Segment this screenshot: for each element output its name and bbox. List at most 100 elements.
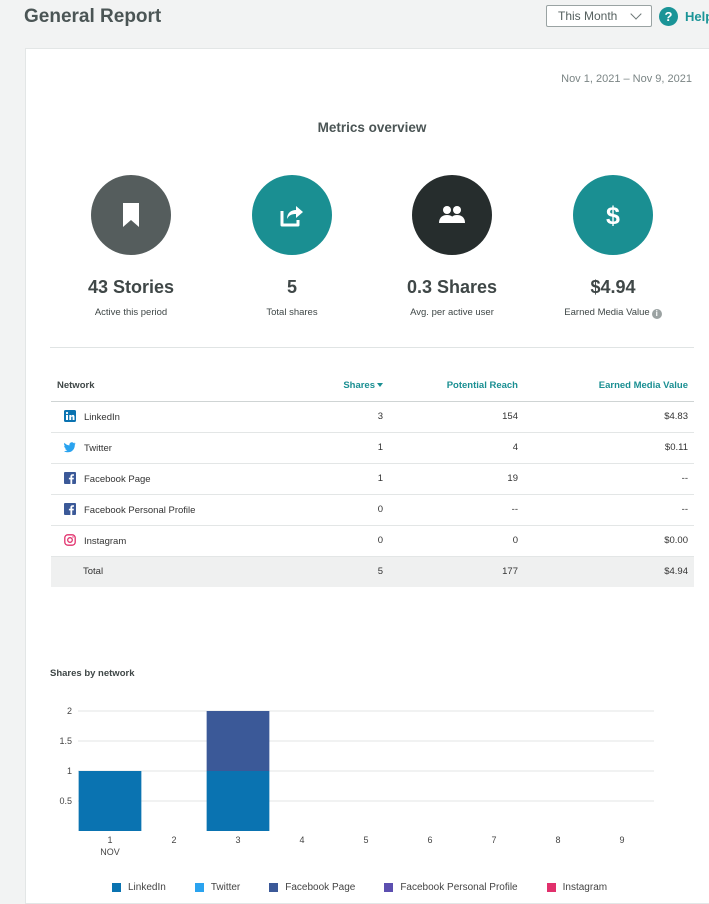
- svg-text:$: $: [606, 202, 620, 229]
- bar-facebook-page: [206, 711, 270, 771]
- network-name: Instagram: [84, 536, 127, 547]
- legend-item[interactable]: Facebook Personal Profile: [384, 882, 518, 893]
- metric-emv-label-row: Earned Media Value i: [533, 307, 693, 319]
- emv-cell: $4.83: [524, 401, 694, 433]
- date-range: Nov 1, 2021 – Nov 9, 2021: [561, 73, 692, 85]
- x-tick-label: 5: [363, 835, 368, 845]
- divider: [50, 347, 694, 348]
- x-tick-label: 7: [491, 835, 496, 845]
- facebook-icon: [64, 503, 76, 515]
- metric-stories: 43 Stories Active this period: [51, 175, 211, 318]
- shares-by-network-chart: 0.5 1 1.5 2 1 2 3 4 5 6 7 8 9 NOV: [59, 706, 654, 857]
- column-header-reach[interactable]: Potential Reach: [389, 371, 524, 402]
- legend-label: Twitter: [210, 882, 241, 893]
- bar-linkedin: [78, 771, 142, 831]
- chart-title: Shares by network: [50, 668, 135, 679]
- metric-stories-value: 43 Stories: [87, 277, 175, 297]
- shares-cell: 1: [301, 463, 389, 495]
- network-cell: Facebook Personal Profile: [51, 494, 301, 526]
- legend-item[interactable]: Twitter: [194, 882, 241, 893]
- table-row: LinkedIn 3 154 $4.83: [51, 401, 694, 433]
- reach-cell: 19: [389, 463, 524, 495]
- linkedin-icon: [64, 410, 76, 422]
- total-row: Total 5 177 $4.94: [51, 556, 694, 587]
- shares-cell: 1: [301, 432, 389, 464]
- emv-cell: $0.11: [524, 432, 694, 464]
- total-label: Total: [51, 556, 301, 587]
- table-row: Facebook Personal Profile 0 -- --: [51, 494, 694, 526]
- emv-cell: $0.00: [524, 525, 694, 557]
- metric-emv-value: $4.94: [590, 277, 636, 297]
- legend-item[interactable]: Instagram: [546, 882, 607, 893]
- metric-shares-circle: [252, 175, 332, 255]
- network-name: Facebook Personal Profile: [84, 505, 196, 516]
- network-name: Twitter: [84, 443, 112, 454]
- x-tick-label: 9: [619, 835, 624, 845]
- legend-label: Facebook Page: [285, 882, 356, 893]
- network-name: Facebook Page: [84, 474, 151, 485]
- total-shares: 5: [301, 556, 389, 587]
- report-card: Nov 1, 2021 – Nov 9, 2021 Metrics overvi…: [25, 48, 709, 904]
- dollar-icon: $: [606, 202, 620, 229]
- help-link[interactable]: ? Help: [659, 7, 709, 26]
- x-tick-label: 1: [107, 835, 112, 845]
- y-tick-label: 1: [67, 766, 72, 776]
- metric-stories-label: Active this period: [94, 307, 168, 318]
- shares-cell: 0: [301, 525, 389, 557]
- metric-emv: $ $4.94 Earned Media Value i: [533, 175, 693, 319]
- legend-label: LinkedIn: [128, 882, 166, 893]
- legend-swatch: [269, 883, 279, 892]
- metric-shares-label: Total shares: [266, 307, 318, 318]
- period-select-value: This Month: [558, 9, 618, 23]
- legend-swatch: [384, 883, 394, 892]
- twitter-icon: [64, 442, 76, 453]
- legend-swatch: [194, 883, 204, 892]
- period-select[interactable]: This Month: [546, 5, 652, 27]
- share-icon: [280, 206, 303, 227]
- column-header-shares-label: Shares: [343, 380, 375, 392]
- table-row: Facebook Page 1 19 --: [51, 463, 694, 495]
- y-tick-label: 2: [67, 706, 72, 716]
- network-table: Network Shares Potential Reach Earned Me…: [51, 371, 694, 587]
- y-tick-label: 1.5: [59, 736, 72, 746]
- reach-cell: 4: [389, 432, 524, 464]
- x-sublabel: NOV: [100, 847, 120, 857]
- bar-linkedin: [206, 771, 270, 831]
- network-cell: LinkedIn: [51, 401, 301, 433]
- facebook-icon: [64, 472, 76, 484]
- network-cell: Facebook Page: [51, 463, 301, 495]
- table-row: Twitter 1 4 $0.11: [51, 432, 694, 464]
- overview-title: Metrics overview: [317, 120, 427, 135]
- chart-legend: LinkedIn Twitter Facebook Page Facebook Per…: [112, 882, 636, 893]
- column-header-shares[interactable]: Shares: [301, 371, 389, 402]
- reach-cell: 154: [389, 401, 524, 433]
- info-icon[interactable]: i: [651, 309, 662, 319]
- total-emv: $4.94: [524, 556, 694, 587]
- network-name: LinkedIn: [84, 412, 120, 423]
- instagram-icon: [64, 534, 76, 546]
- y-tick-label: 0.5: [59, 796, 72, 806]
- sort-desc-icon: [377, 383, 383, 388]
- x-tick-label: 3: [235, 835, 240, 845]
- legend-item[interactable]: Facebook Page: [269, 882, 355, 893]
- total-reach: 177: [389, 556, 524, 587]
- metric-emv-circle: $: [573, 175, 653, 255]
- bookmark-icon: [123, 203, 139, 227]
- table-header-row: Network Shares Potential Reach Earned Me…: [51, 371, 694, 402]
- metric-avg-circle: [412, 175, 492, 255]
- table-row: Instagram 0 0 $0.00: [51, 525, 694, 557]
- shares-cell: 0: [301, 494, 389, 526]
- network-cell: Twitter: [51, 432, 301, 464]
- x-tick-label: 6: [427, 835, 432, 845]
- column-header-network: Network: [51, 371, 301, 402]
- legend-item[interactable]: LinkedIn: [112, 882, 166, 893]
- legend-swatch: [112, 883, 121, 892]
- reach-cell: 0: [389, 525, 524, 557]
- column-header-emv[interactable]: Earned Media Value: [524, 371, 694, 402]
- emv-cell: --: [524, 494, 694, 526]
- metric-stories-circle: [91, 175, 171, 255]
- metric-emv-label: Earned Media Value: [564, 307, 650, 318]
- x-tick-label: 2: [171, 835, 176, 845]
- emv-cell: --: [524, 463, 694, 495]
- network-cell: Instagram: [51, 525, 301, 557]
